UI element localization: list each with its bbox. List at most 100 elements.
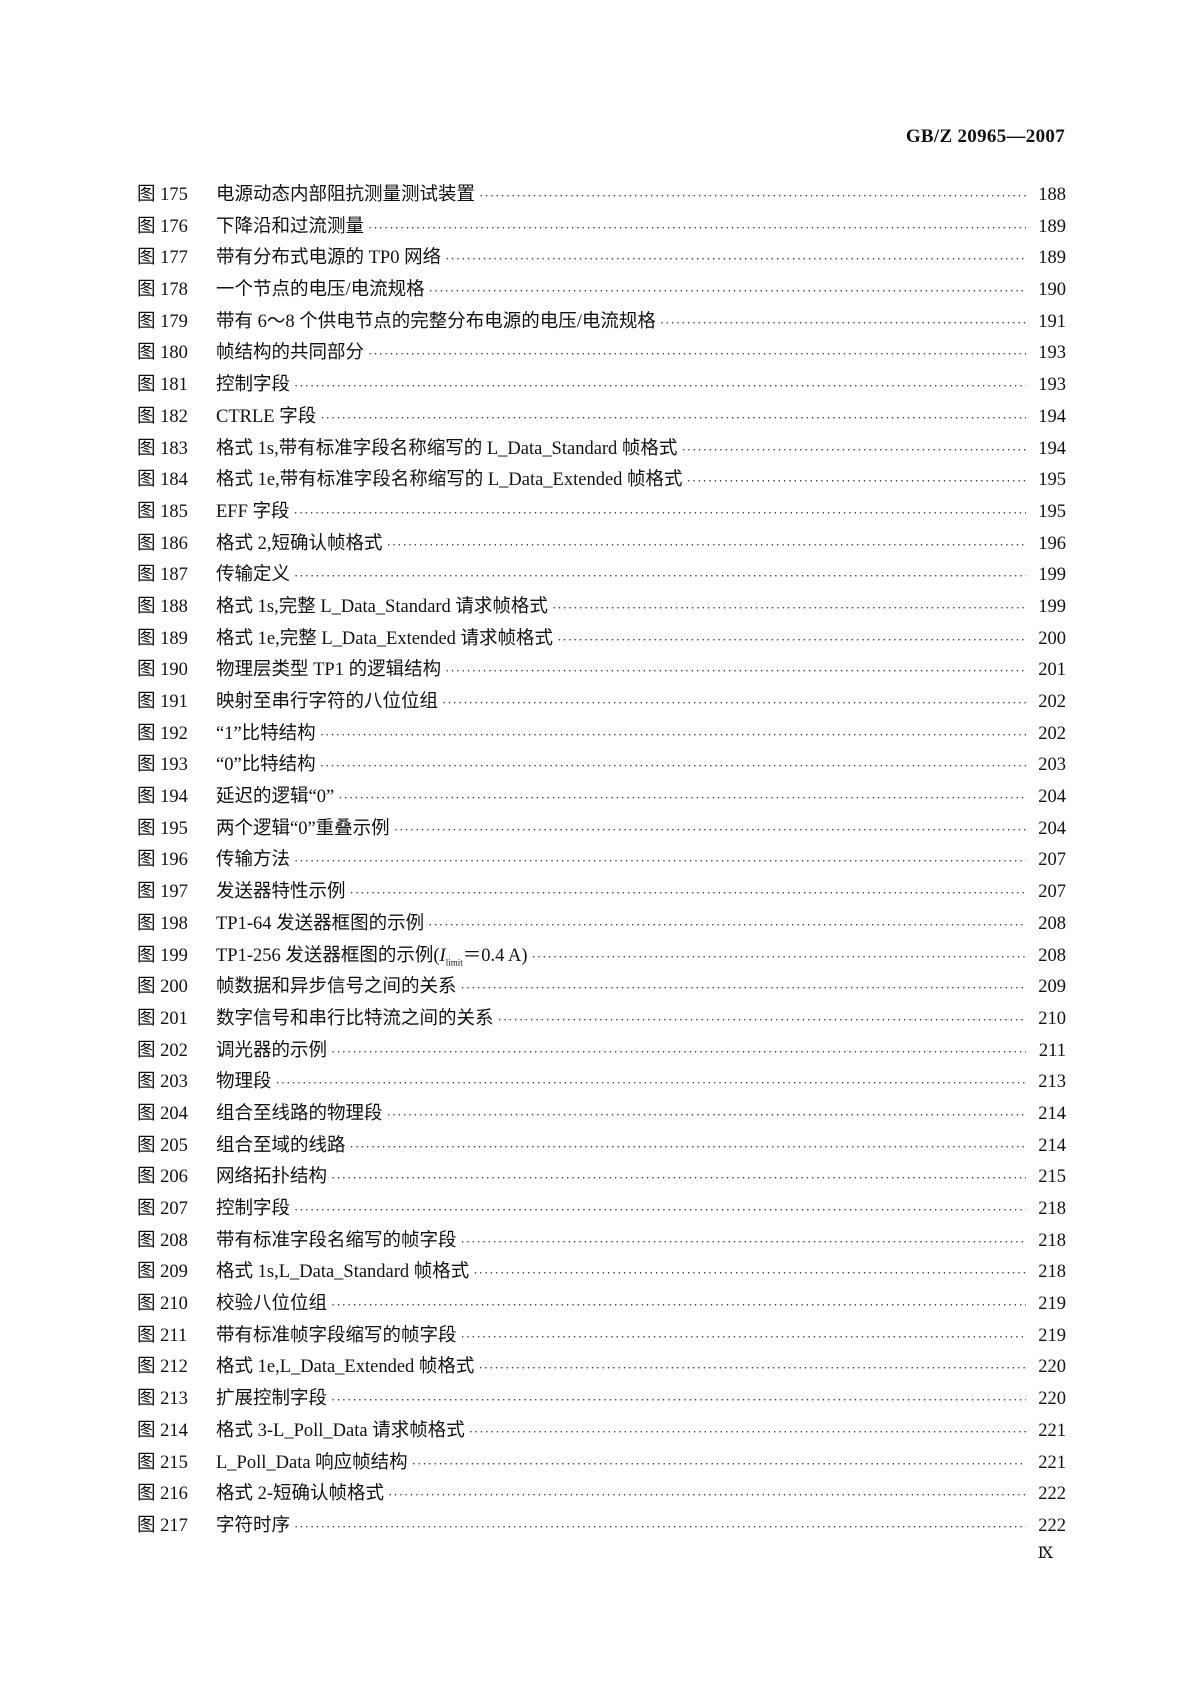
toc-entry[interactable]: 图 196 传输方法 207 bbox=[137, 846, 1066, 878]
dot-leader bbox=[331, 1291, 1026, 1319]
figure-number: 图 212 bbox=[137, 1357, 188, 1378]
figure-number: 图 211 bbox=[137, 1325, 188, 1346]
toc-entry[interactable]: 图 198 TP1-64 发送器框图的示例 208 bbox=[137, 910, 1066, 942]
toc-entry[interactable]: 图 180 帧结构的共同部分 193 bbox=[137, 339, 1066, 371]
page-ref: 190 bbox=[1038, 280, 1066, 301]
figure-number: 图 194 bbox=[137, 787, 188, 808]
dot-leader bbox=[331, 1386, 1026, 1414]
toc-entry[interactable]: 图 187 传输定义 199 bbox=[137, 561, 1066, 593]
page-ref: 219 bbox=[1038, 1294, 1066, 1315]
figure-number: 图 187 bbox=[137, 565, 188, 586]
toc-entry[interactable]: 图 178 一个节点的电压/电流规格 190 bbox=[137, 276, 1066, 308]
toc-entry[interactable]: 图 217 字符时序 222 bbox=[137, 1512, 1066, 1544]
toc-entry[interactable]: 图 190 物理层类型 TP1 的逻辑结构 201 bbox=[137, 656, 1066, 688]
figure-number: 图 203 bbox=[137, 1072, 188, 1093]
page-ref: 195 bbox=[1038, 470, 1066, 491]
figure-title: 传输方法 bbox=[216, 850, 291, 871]
toc-entry[interactable]: 图 183 格式 1s,带有标准字段名称缩写的 L_Data_Standard 帧… bbox=[137, 435, 1066, 467]
toc-entry[interactable]: 图 214 格式 3-L_Poll_Data 请求帧格式 221 bbox=[137, 1417, 1066, 1449]
figure-title: 控制字段 bbox=[216, 1199, 291, 1219]
toc-entry[interactable]: 图 197 发送器特性示例 207 bbox=[137, 878, 1066, 910]
toc-entry[interactable]: 图 204 组合至线路的物理段 214 bbox=[137, 1100, 1066, 1132]
figure-number: 图 217 bbox=[137, 1515, 188, 1536]
figure-title: 帧数据和异步信号之间的关系 bbox=[216, 977, 457, 998]
figure-title: 字符时序 bbox=[216, 1515, 291, 1536]
toc-entry[interactable]: 图 199 TP1-256 发送器框图的示例(Ilimit＝0.4 A) 208 bbox=[137, 942, 1066, 974]
toc-entry[interactable]: 图 191 映射至串行字符的八位位组 202 bbox=[137, 688, 1066, 720]
page-ref: 202 bbox=[1038, 723, 1066, 744]
dot-leader bbox=[461, 974, 1026, 1002]
dot-leader bbox=[479, 182, 1026, 210]
page-ref: 193 bbox=[1038, 375, 1066, 396]
list-of-figures: 图 175电源动态内部阻抗测量测试装置188图 176下降沿和过流测量189图 … bbox=[137, 181, 1066, 1544]
toc-entry[interactable]: 图 175 电源动态内部阻抗测量测试装置 188 bbox=[137, 181, 1066, 213]
dot-leader bbox=[294, 372, 1026, 400]
toc-entry[interactable]: 图 207 控制字段 218 bbox=[137, 1195, 1066, 1227]
toc-entry[interactable]: 图 200 帧数据和异步信号之间的关系 209 bbox=[137, 973, 1066, 1005]
toc-entry[interactable]: 图 208 带有标准字段名缩写的帧字段 218 bbox=[137, 1227, 1066, 1259]
figure-title: 组合至线路的物理段 bbox=[216, 1103, 383, 1124]
toc-entry[interactable]: 图 206 网络拓扑结构 215 bbox=[137, 1163, 1066, 1195]
toc-entry[interactable]: 图 182 CTRLE 字段 194 bbox=[137, 403, 1066, 435]
toc-entry[interactable]: 图 188 格式 1s,完整 L_Data_Standard 请求帧格式 199 bbox=[137, 593, 1066, 625]
page-ref: 219 bbox=[1038, 1325, 1066, 1346]
dot-leader bbox=[320, 721, 1026, 749]
toc-entry[interactable]: 图 209 格式 1s,L_Data_Standard 帧格式 218 bbox=[137, 1258, 1066, 1290]
toc-entry[interactable]: 图 201 数字信号和串行比特流之间的关系 210 bbox=[137, 1005, 1066, 1037]
toc-entry[interactable]: 图 186 格式 2,短确认帧格式 196 bbox=[137, 530, 1066, 562]
page-ref: 208 bbox=[1038, 945, 1066, 966]
figure-number: 图 185 bbox=[137, 501, 188, 522]
toc-entry[interactable]: 图 210 校验八位位组 219 bbox=[137, 1290, 1066, 1322]
figure-number: 图 184 bbox=[137, 470, 188, 491]
dot-leader bbox=[461, 1323, 1026, 1351]
figure-title: 带有标准帧字段缩写的帧字段 bbox=[216, 1325, 457, 1346]
page-ref: 222 bbox=[1038, 1515, 1066, 1536]
toc-entry[interactable]: 图 203 物理段 213 bbox=[137, 1068, 1066, 1100]
toc-entry[interactable]: 图 194 延迟的逻辑“0” 204 bbox=[137, 783, 1066, 815]
toc-entry[interactable]: 图 195 两个逻辑“0”重叠示例 204 bbox=[137, 815, 1066, 847]
dot-leader bbox=[557, 626, 1026, 654]
toc-entry[interactable]: 图 176 下降沿和过流测量 189 bbox=[137, 213, 1066, 245]
document-id-header: GB/Z 20965—2007 bbox=[905, 126, 1065, 147]
figure-number: 图 186 bbox=[137, 533, 188, 554]
dot-leader bbox=[532, 943, 1027, 971]
page-ref: 194 bbox=[1038, 406, 1066, 427]
toc-entry[interactable]: 图 185 EFF 字段 195 bbox=[137, 498, 1066, 530]
toc-entry[interactable]: 图 216 格式 2-短确认帧格式 222 bbox=[137, 1480, 1066, 1512]
toc-entry[interactable]: 图 215 L_Poll_Data 响应帧结构 221 bbox=[137, 1449, 1066, 1481]
figure-number: 图 209 bbox=[137, 1262, 188, 1283]
page-ref: 210 bbox=[1038, 1008, 1066, 1029]
figure-title: 传输定义 bbox=[216, 565, 291, 586]
page-ref: 221 bbox=[1038, 1452, 1066, 1473]
toc-entry[interactable]: 图 189 格式 1e,完整 L_Data_Extended 请求帧格式 200 bbox=[137, 625, 1066, 657]
toc-entry[interactable]: 图 181 控制字段 193 bbox=[137, 371, 1066, 403]
toc-entry[interactable]: 图 205 组合至域的线路 214 bbox=[137, 1132, 1066, 1164]
dot-leader bbox=[445, 245, 1026, 273]
dot-leader bbox=[428, 911, 1026, 939]
toc-entry[interactable]: 图 212 格式 1e,L_Data_Extended 帧格式 220 bbox=[137, 1353, 1066, 1385]
page-ref: 220 bbox=[1038, 1357, 1066, 1378]
toc-entry[interactable]: 图 211 带有标准帧字段缩写的帧字段 219 bbox=[137, 1322, 1066, 1354]
toc-entry[interactable]: 图 184 格式 1e,带有标准字段名称缩写的 L_Data_Extended 帧… bbox=[137, 466, 1066, 498]
toc-entry[interactable]: 图 213 扩展控制字段 220 bbox=[137, 1385, 1066, 1417]
figure-title: 格式 1e,完整 L_Data_Extended 请求帧格式 bbox=[216, 628, 554, 649]
toc-entry[interactable]: 图 202 调光器的示例 211 bbox=[137, 1037, 1066, 1069]
toc-entry[interactable]: 图 192 “1”比特结构 202 bbox=[137, 720, 1066, 752]
figure-number: 图 210 bbox=[137, 1294, 188, 1315]
figure-title: 格式 1s,完整 L_Data_Standard 请求帧格式 bbox=[216, 596, 548, 617]
page-ref: 207 bbox=[1038, 882, 1066, 903]
figure-number: 图 179 bbox=[137, 311, 188, 332]
figure-title: TP1-64 发送器框图的示例 bbox=[216, 913, 425, 934]
figure-number: 图 215 bbox=[137, 1452, 188, 1473]
toc-entry[interactable]: 图 177 带有分布式电源的 TP0 网络 189 bbox=[137, 244, 1066, 276]
toc-entry[interactable]: 图 179 带有 6～8 个供电节点的完整分布电源的电压/电流规格 191 bbox=[137, 308, 1066, 340]
page-ref: 211 bbox=[1038, 1040, 1066, 1061]
dot-leader bbox=[350, 879, 1026, 907]
dot-leader bbox=[294, 847, 1026, 875]
toc-entry[interactable]: 图 193 “0”比特结构 203 bbox=[137, 751, 1066, 783]
figure-number: 图 205 bbox=[137, 1135, 188, 1156]
figure-title: 带有标准字段名缩写的帧字段 bbox=[216, 1230, 457, 1251]
dot-leader bbox=[498, 1006, 1026, 1034]
figure-title: EFF 字段 bbox=[216, 501, 290, 522]
figure-number: 图 188 bbox=[137, 596, 188, 617]
